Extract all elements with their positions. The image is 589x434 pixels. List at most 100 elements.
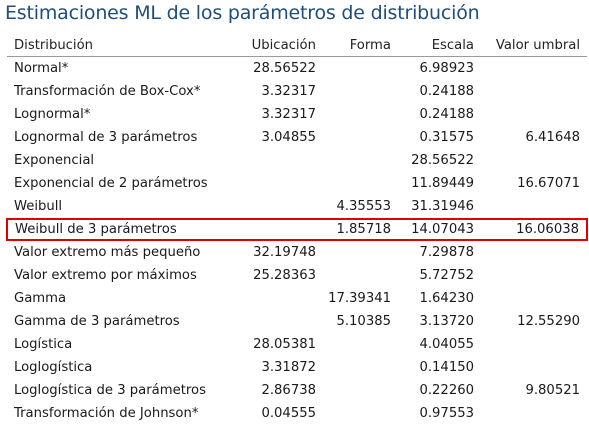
scale-cell: 0.14150 bbox=[419, 360, 474, 375]
location-cell: 25.28363 bbox=[253, 268, 316, 283]
scale-cell: 7.29878 bbox=[419, 245, 474, 260]
threshold-cell bbox=[474, 57, 587, 81]
location-cell bbox=[236, 195, 316, 219]
location-cell: 32.19748 bbox=[253, 245, 316, 260]
scale-cell: 3.13720 bbox=[419, 314, 474, 329]
threshold-cell: 16.06038 bbox=[474, 218, 588, 241]
scale-cell: 0.97553 bbox=[419, 406, 474, 421]
column-header-distribution: Distribución bbox=[7, 35, 236, 57]
distribution-cell: Normal* bbox=[14, 61, 69, 76]
shape-cell bbox=[316, 264, 391, 287]
location-cell: 3.32317 bbox=[261, 107, 316, 122]
distribution-cell: Weibull bbox=[14, 199, 63, 214]
table-row: Transformación de Johnson* 0.04555 0.97553 bbox=[7, 402, 587, 425]
shape-cell: 17.39341 bbox=[328, 291, 391, 306]
scale-cell: 11.89449 bbox=[411, 176, 474, 191]
distribution-cell: Weibull de 3 parámetros bbox=[6, 218, 236, 241]
threshold-cell bbox=[474, 333, 587, 356]
shape-cell bbox=[316, 379, 391, 402]
threshold-cell bbox=[474, 195, 587, 219]
table-row: Valor extremo más pequeño 32.19748 7.29878 bbox=[7, 240, 587, 264]
table-row: Exponencial 28.56522 bbox=[7, 149, 587, 172]
table-row: Normal* 28.56522 6.98923 bbox=[7, 57, 587, 81]
scale-cell: 1.64230 bbox=[419, 291, 474, 306]
distribution-cell: Lognormal de 3 parámetros bbox=[14, 130, 198, 145]
shape-cell bbox=[316, 57, 391, 81]
threshold-cell bbox=[474, 80, 587, 103]
shape-cell bbox=[316, 172, 391, 195]
location-cell bbox=[236, 172, 316, 195]
table-row: Weibull 4.35553 31.31946 bbox=[7, 195, 587, 219]
table-row: Valor extremo por máximos 25.28363 5.72752 bbox=[7, 264, 587, 287]
table-row: Gamma 17.39341 1.64230 bbox=[7, 287, 587, 310]
threshold-cell bbox=[474, 356, 587, 379]
location-cell: 28.56522 bbox=[253, 61, 316, 76]
distribution-cell: Transformación de Box-Cox* bbox=[14, 84, 201, 99]
shape-cell: 5.10385 bbox=[336, 314, 391, 329]
distribution-cell: Valor extremo por máximos bbox=[14, 268, 197, 283]
scale-cell: 0.24188 bbox=[419, 107, 474, 122]
distribution-cell: Loglogística bbox=[14, 360, 93, 375]
threshold-cell bbox=[474, 240, 587, 264]
threshold-cell: 9.80521 bbox=[525, 383, 580, 398]
location-cell bbox=[236, 149, 316, 172]
location-cell: 28.05381 bbox=[253, 337, 316, 352]
shape-cell bbox=[316, 240, 391, 264]
column-header-threshold: Valor umbral bbox=[474, 35, 587, 57]
table-row: Lognormal* 3.32317 0.24188 bbox=[7, 103, 587, 126]
shape-cell: 4.35553 bbox=[336, 199, 391, 214]
header-row: Distribución Ubicación Forma Escala Valo… bbox=[7, 35, 587, 57]
shape-cell bbox=[316, 333, 391, 356]
table-row: Transformación de Box-Cox* 3.32317 0.24188 bbox=[7, 80, 587, 103]
scale-cell: 5.72752 bbox=[419, 268, 474, 283]
threshold-cell: 6.41648 bbox=[525, 130, 580, 145]
table-row: Loglogística de 3 parámetros 2.86738 0.222… bbox=[7, 379, 587, 402]
shape-cell bbox=[316, 126, 391, 149]
table-row: Gamma de 3 parámetros 5.10385 3.13720 12.55… bbox=[7, 310, 587, 333]
scale-cell: 31.31946 bbox=[411, 199, 474, 214]
location-cell bbox=[236, 310, 316, 333]
location-cell bbox=[236, 287, 316, 310]
table-row: Lognormal de 3 parámetros 3.04855 0.31575 6… bbox=[7, 126, 587, 149]
distribution-cell: Loglogística de 3 parámetros bbox=[14, 383, 206, 398]
distribution-cell: Valor extremo más pequeño bbox=[14, 245, 201, 260]
threshold-cell bbox=[474, 264, 587, 287]
threshold-cell: 12.55290 bbox=[517, 314, 580, 329]
column-header-scale: Escala bbox=[391, 35, 474, 57]
threshold-cell bbox=[474, 103, 587, 126]
threshold-cell bbox=[474, 402, 587, 425]
threshold-cell bbox=[474, 287, 587, 310]
location-cell bbox=[236, 218, 316, 241]
shape-cell bbox=[316, 149, 391, 172]
shape-cell: 1.85718 bbox=[316, 218, 391, 241]
scale-cell: 0.31575 bbox=[419, 130, 474, 145]
location-cell: 3.32317 bbox=[261, 84, 316, 99]
location-cell: 3.31872 bbox=[261, 360, 316, 375]
threshold-cell bbox=[474, 149, 587, 172]
parameter-estimates-table: Distribución Ubicación Forma Escala Valo… bbox=[6, 35, 588, 425]
table-row: Loglogística 3.31872 0.14150 bbox=[7, 356, 587, 379]
location-cell: 0.04555 bbox=[261, 406, 316, 421]
shape-cell bbox=[316, 103, 391, 126]
distribution-cell: Gamma bbox=[14, 291, 67, 306]
scale-cell: 0.22260 bbox=[419, 383, 474, 398]
table-body: Normal* 28.56522 6.98923 Transformación de … bbox=[6, 57, 588, 426]
location-cell: 2.86738 bbox=[261, 383, 316, 398]
threshold-cell: 16.67071 bbox=[517, 176, 580, 191]
scale-cell: 4.04055 bbox=[419, 337, 474, 352]
shape-cell bbox=[316, 80, 391, 103]
location-cell: 3.04855 bbox=[261, 130, 316, 145]
distribution-cell: Lognormal* bbox=[14, 107, 91, 122]
table-row: Logística 28.05381 4.04055 bbox=[7, 333, 587, 356]
distribution-cell: Gamma de 3 parámetros bbox=[14, 314, 180, 329]
shape-cell bbox=[316, 402, 391, 425]
scale-cell: 6.98923 bbox=[419, 61, 474, 76]
shape-cell bbox=[316, 356, 391, 379]
table-row: Exponencial de 2 parámetros 11.89449 16.67… bbox=[7, 172, 587, 195]
scale-cell: 28.56522 bbox=[411, 153, 474, 168]
distribution-cell: Transformación de Johnson* bbox=[14, 406, 199, 421]
column-header-location: Ubicación bbox=[236, 35, 316, 57]
scale-cell: 14.07043 bbox=[391, 218, 474, 241]
column-header-shape: Forma bbox=[316, 35, 391, 57]
distribution-cell: Logística bbox=[14, 337, 73, 352]
